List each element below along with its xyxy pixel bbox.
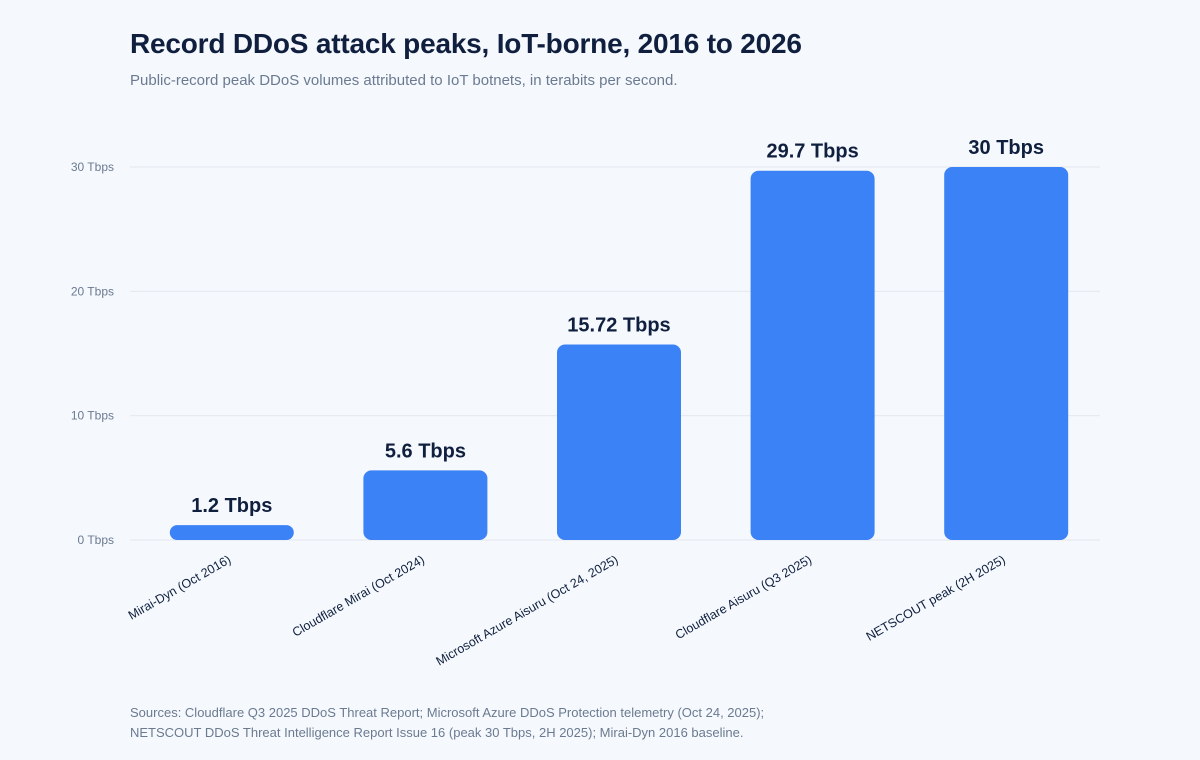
y-tick-label: 10 Tbps [71, 409, 114, 423]
y-tick-label: 0 Tbps [78, 533, 114, 547]
x-tick-label: Cloudflare Mirai (Oct 2024) [290, 552, 427, 639]
bar [557, 344, 681, 540]
y-tick-label: 30 Tbps [71, 160, 114, 174]
x-tick-label: Microsoft Azure Aisuru (Oct 24, 2025) [434, 552, 621, 668]
bar [750, 170, 875, 541]
x-tick-label: NETSCOUT peak (2H 2025) [864, 552, 1008, 643]
data-label: 29.7 Tbps [766, 141, 858, 163]
x-axis-ticks: Mirai-Dyn (Oct 2016) Cloudflare Mirai (Oc… [126, 552, 1008, 668]
sources-line-1: Sources: Cloudflare Q3 2025 DDoS Threat … [130, 705, 765, 720]
sources-note: Sources: Cloudflare Q3 2025 DDoS Threat … [130, 703, 764, 743]
chart-subtitle: Public-record peak DDoS volumes attribut… [130, 72, 678, 89]
data-labels: 1.2 Tbps 5.6 Tbps 15.72 Tbps 29.7 Tbps 30 Tb… [191, 137, 1044, 517]
y-tick-label: 20 Tbps [71, 284, 114, 298]
data-label: 5.6 Tbps [385, 440, 466, 462]
y-axis-ticks: 0 Tbps 10 Tbps 20 Tbps 30 Tbps [71, 160, 114, 547]
x-tick-label: Mirai-Dyn (Oct 2016) [126, 552, 233, 622]
data-label: 1.2 Tbps [191, 495, 272, 517]
bar [944, 167, 1069, 540]
sources-line-2: NETSCOUT DDoS Threat Intelligence Report… [130, 725, 744, 740]
bar [169, 525, 294, 540]
bar [363, 470, 488, 540]
bar-chart: 0 Tbps 10 Tbps 20 Tbps 30 Tbps 1.2 Tbps 5.6 … [71, 137, 1100, 668]
bars [169, 167, 1069, 541]
data-label: 30 Tbps [968, 137, 1044, 159]
x-tick-label: Cloudflare Aisuru (Q3 2025) [673, 552, 814, 642]
chart-title: Record DDoS attack peaks, IoT-borne, 201… [130, 28, 802, 59]
data-label: 15.72 Tbps [567, 315, 670, 337]
